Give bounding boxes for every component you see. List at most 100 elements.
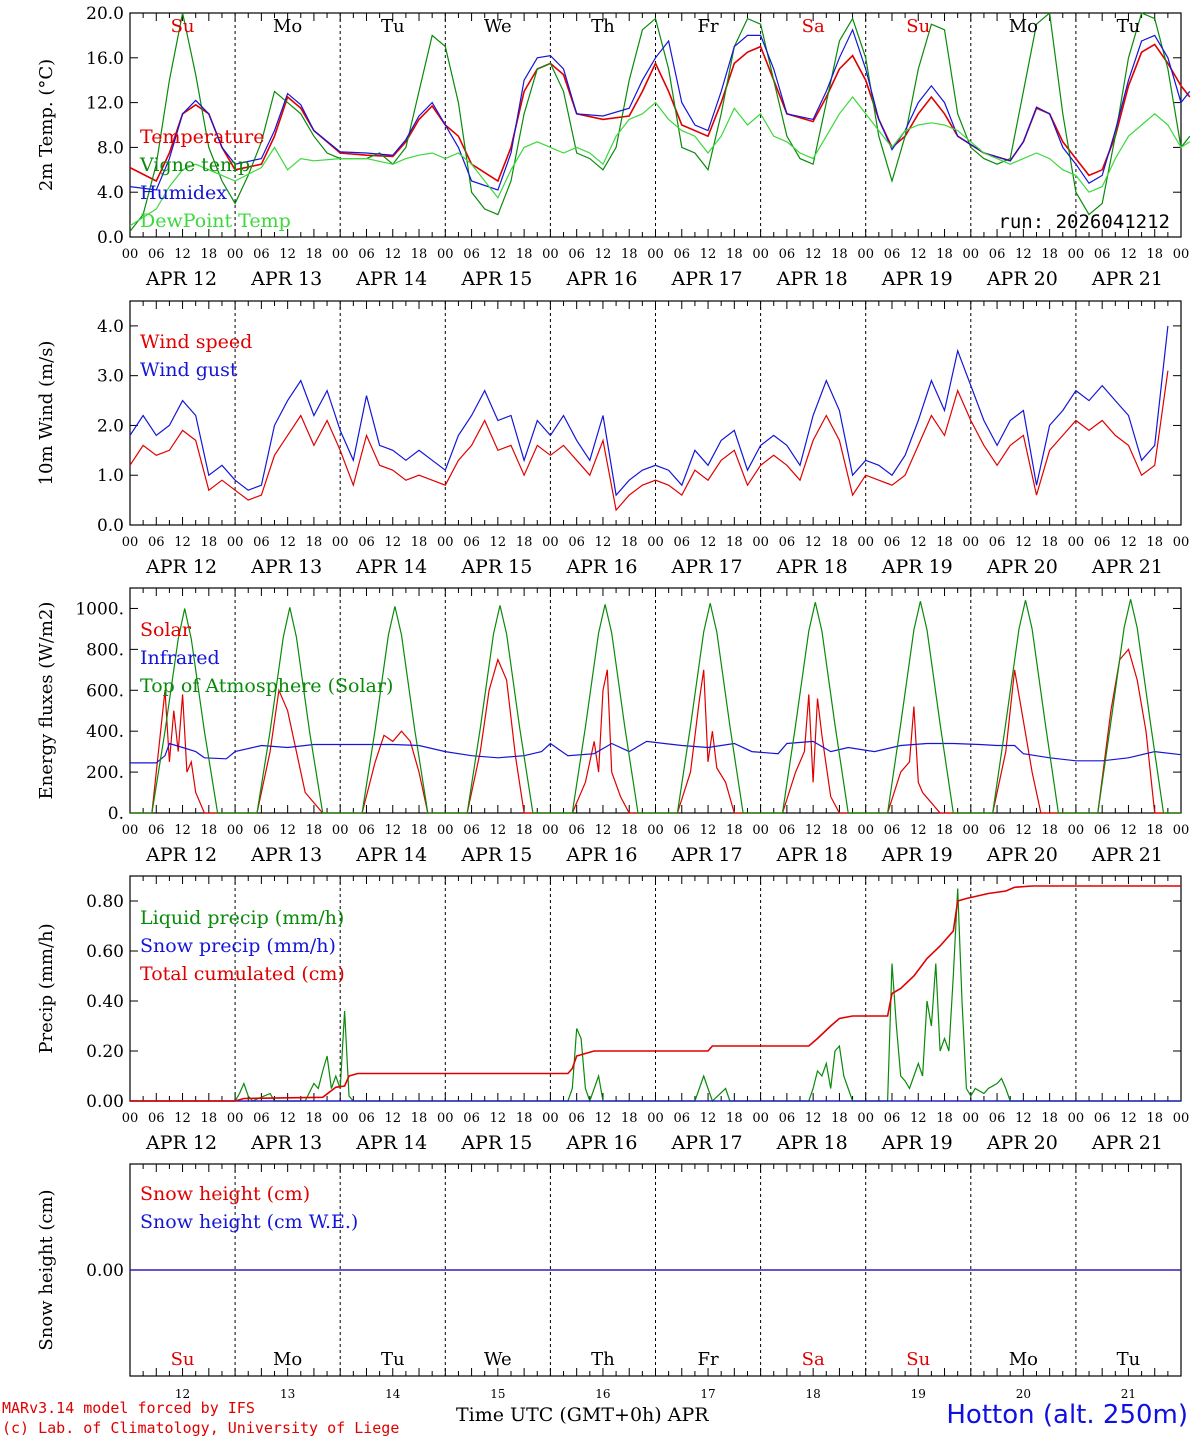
- x-tick-label: 18: [201, 247, 218, 262]
- weekday-label-top: Th: [591, 16, 615, 37]
- day-label: APR 12: [145, 844, 217, 866]
- x-tick-label: 06: [884, 247, 901, 262]
- x-tick-label: 12: [700, 247, 717, 262]
- x-tick-label: 12: [174, 535, 191, 550]
- day-number: 15: [490, 1387, 505, 1401]
- weekday-label-bottom: Mo: [273, 1349, 302, 1370]
- y-tick-label: 4.0: [97, 317, 124, 337]
- x-tick-label: 00: [1068, 535, 1085, 550]
- x-tick-label: 06: [779, 535, 796, 550]
- x-tick-label: 00: [752, 823, 769, 838]
- x-tick-label: 18: [1041, 823, 1058, 838]
- x-tick-label: 18: [621, 535, 638, 550]
- x-tick-label: 18: [831, 823, 848, 838]
- day-label: APR 12: [145, 556, 217, 578]
- x-tick-label: 18: [831, 247, 848, 262]
- x-tick-label: 12: [595, 1111, 612, 1126]
- x-tick-label: 18: [726, 535, 743, 550]
- x-tick-label: 06: [989, 247, 1006, 262]
- x-tick-label: 18: [411, 823, 428, 838]
- x-tick-label: 18: [1041, 1111, 1058, 1126]
- day-label: APR 16: [565, 844, 637, 866]
- day-label: APR 17: [671, 1132, 743, 1154]
- day-label: APR 21: [1091, 268, 1163, 290]
- x-tick-label: 06: [989, 823, 1006, 838]
- x-tick-label: 06: [1094, 823, 1111, 838]
- day-label: APR 12: [145, 1132, 217, 1154]
- x-tick-label: 12: [490, 1111, 507, 1126]
- x-tick-label: 12: [700, 1111, 717, 1126]
- y-tick-label: 200.: [86, 763, 124, 783]
- x-tick-label: 18: [936, 823, 953, 838]
- series-line: [130, 885, 1181, 1102]
- day-label: APR 15: [460, 844, 532, 866]
- x-tick-label: 00: [1173, 823, 1190, 838]
- x-tick-label: 18: [726, 1111, 743, 1126]
- x-tick-label: 00: [122, 1111, 139, 1126]
- day-label: APR 21: [1091, 844, 1163, 866]
- x-tick-label: 12: [174, 1111, 191, 1126]
- x-tick-label: 00: [332, 535, 349, 550]
- weekday-label-bottom: Tu: [381, 1349, 405, 1370]
- weekday-label-top: We: [484, 16, 512, 37]
- day-label: APR 20: [986, 268, 1058, 290]
- day-label: APR 21: [1091, 556, 1163, 578]
- y-tick-label: 3.0: [97, 367, 124, 387]
- x-tick-label: 18: [411, 247, 428, 262]
- y-axis-label: Precip (mm/h): [36, 923, 57, 1053]
- x-tick-label: 06: [989, 535, 1006, 550]
- x-tick-label: 06: [568, 247, 585, 262]
- x-tick-label: 12: [805, 1111, 822, 1126]
- day-label: APR 15: [460, 556, 532, 578]
- x-tick-label: 06: [1094, 535, 1111, 550]
- legend-entry: Wind speed: [140, 331, 252, 353]
- series-line: [129, 11, 1191, 232]
- x-tick-label: 18: [306, 1111, 323, 1126]
- x-tick-label: 00: [122, 823, 139, 838]
- day-label: APR 13: [250, 844, 322, 866]
- day-number: 21: [1121, 1387, 1136, 1401]
- day-label: APR 14: [355, 844, 427, 866]
- x-tick-label: 12: [490, 823, 507, 838]
- legend-entry: Snow height (cm W.E.): [140, 1211, 358, 1233]
- station-name: Hotton (alt. 250m): [946, 1400, 1188, 1430]
- x-tick-label: 12: [805, 823, 822, 838]
- x-tick-label: 00: [963, 823, 980, 838]
- day-label: APR 17: [671, 268, 743, 290]
- y-tick-label: 0.0: [97, 228, 124, 248]
- x-tick-label: 06: [674, 247, 691, 262]
- legend-entry: Temperature: [140, 126, 264, 148]
- day-label: APR 12: [145, 268, 217, 290]
- day-label: APR 15: [460, 268, 532, 290]
- x-tick-label: 12: [384, 1111, 401, 1126]
- x-tick-label: 12: [910, 1111, 927, 1126]
- day-label: APR 14: [355, 1132, 427, 1154]
- weekday-label-bottom: Su: [171, 1349, 195, 1370]
- x-tick-label: 00: [752, 535, 769, 550]
- y-tick-label: 0.00: [86, 1261, 124, 1281]
- x-tick-label: 00: [542, 1111, 559, 1126]
- day-label: APR 16: [565, 1132, 637, 1154]
- x-tick-label: 06: [1094, 1111, 1111, 1126]
- x-tick-label: 00: [332, 823, 349, 838]
- day-label: APR 20: [986, 556, 1058, 578]
- x-tick-label: 12: [279, 1111, 296, 1126]
- x-tick-label: 06: [253, 247, 270, 262]
- series-line: [129, 325, 1169, 497]
- x-tick-label: 06: [568, 1111, 585, 1126]
- x-tick-label: 12: [279, 247, 296, 262]
- y-tick-label: 0.40: [86, 992, 124, 1012]
- x-tick-label: 00: [1068, 247, 1085, 262]
- legend-entry: Snow height (cm): [140, 1183, 310, 1205]
- x-tick-label: 12: [174, 823, 191, 838]
- x-tick-label: 06: [674, 1111, 691, 1126]
- x-tick-label: 06: [779, 1111, 796, 1126]
- x-tick-label: 00: [857, 1111, 874, 1126]
- day-number: 14: [385, 1387, 401, 1401]
- day-label: APR 19: [881, 1132, 953, 1154]
- panel-1: 0.0 4.0 8.0 12.0 16.0 20.0 2m Temp. (°C) Temper…: [36, 4, 1191, 290]
- x-tick-label: 18: [201, 823, 218, 838]
- x-tick-label: 12: [595, 823, 612, 838]
- x-tick-label: 06: [148, 247, 165, 262]
- panel-2: 0.0 1.0 2.0 3.0 4.0 10m Wind (m/s) Wind speed W…: [36, 300, 1189, 578]
